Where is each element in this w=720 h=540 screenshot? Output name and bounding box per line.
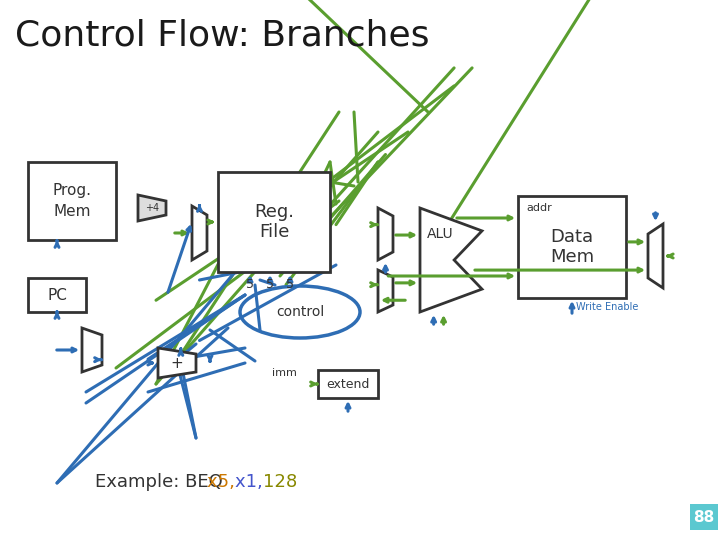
Polygon shape (420, 208, 482, 312)
Polygon shape (648, 224, 663, 288)
Polygon shape (192, 206, 207, 260)
Text: ALU: ALU (426, 227, 453, 241)
Text: 5: 5 (246, 279, 254, 292)
Text: Data: Data (550, 228, 593, 246)
Text: Write Enable: Write Enable (576, 302, 639, 312)
Bar (28, 278, 86, 312)
Text: Control Flow: Branches: Control Flow: Branches (15, 18, 430, 52)
Polygon shape (378, 208, 393, 260)
Text: Prog.: Prog. (53, 184, 91, 199)
Text: x5,: x5, (207, 473, 240, 491)
Text: +4: +4 (145, 203, 159, 213)
Bar (518, 196, 626, 298)
Text: Example: BEQ: Example: BEQ (95, 473, 228, 491)
Bar (28, 162, 116, 240)
Text: x1,: x1, (235, 473, 269, 491)
Text: 88: 88 (693, 510, 715, 524)
Polygon shape (82, 328, 102, 372)
Polygon shape (138, 195, 166, 221)
Bar (318, 370, 378, 398)
Text: Mem: Mem (53, 204, 91, 219)
Polygon shape (158, 348, 196, 378)
Text: 5: 5 (286, 279, 294, 292)
Polygon shape (378, 270, 393, 312)
Text: imm: imm (272, 368, 297, 378)
Text: 5: 5 (266, 279, 274, 292)
Text: extend: extend (326, 377, 369, 390)
Bar (690, 504, 718, 530)
Text: +: + (171, 355, 184, 370)
Text: PC: PC (47, 287, 67, 302)
Text: addr: addr (526, 203, 552, 213)
Text: 128: 128 (263, 473, 297, 491)
Text: Mem: Mem (550, 248, 594, 266)
Bar (218, 172, 330, 272)
Text: control: control (276, 305, 324, 319)
Text: File: File (258, 223, 289, 241)
Text: Reg.: Reg. (254, 203, 294, 221)
